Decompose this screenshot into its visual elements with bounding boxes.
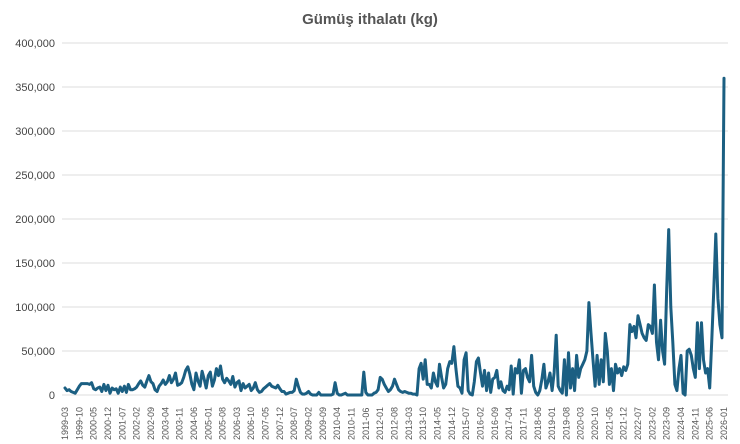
x-tick-label: 2010-11: [347, 408, 357, 440]
x-tick-label: 2014-05: [432, 407, 442, 440]
x-tick-label: 2000-05: [89, 407, 99, 440]
y-tick-label: 150,000: [15, 258, 55, 270]
x-tick-label: 2002-02: [132, 407, 142, 440]
x-tick-label: 2017-04: [504, 407, 514, 440]
x-tick-label: 1999-10: [74, 407, 84, 440]
x-tick-label: 2006-10: [246, 407, 256, 440]
x-tick-label: 2001-07: [117, 407, 127, 440]
x-tick-label: 2008-07: [289, 407, 299, 440]
x-tick-label: 2023-09: [662, 407, 672, 440]
x-tick-label: 2009-09: [318, 407, 328, 440]
x-tick-label: 2010-04: [332, 407, 342, 440]
y-tick-label: 300,000: [15, 126, 55, 138]
x-tick-label: 1999-03: [60, 407, 70, 440]
y-tick-label: 100,000: [15, 302, 55, 314]
x-tick-label: 2003-04: [160, 407, 170, 440]
y-tick-label: 400,000: [15, 38, 55, 50]
x-tick-label: 2016-09: [490, 407, 500, 440]
x-axis: 1999-03 1999-10 2000-05 2000-12 2001-07 2002-…: [60, 407, 729, 440]
chart-title: Gümüş ithalatı (kg): [302, 11, 438, 28]
x-tick-label: 2015-07: [461, 407, 471, 440]
y-tick-label: 200,000: [15, 214, 55, 226]
x-tick-label: 2024-11: [690, 408, 700, 440]
x-tick-label: 2009-02: [304, 407, 314, 440]
x-tick-label: 2019-01: [547, 407, 557, 440]
x-tick-label: 2005-01: [203, 407, 213, 440]
x-tick-label: 2000-12: [103, 407, 113, 440]
y-tick-label: 250,000: [15, 170, 55, 182]
x-tick-label: 2023-02: [647, 407, 657, 440]
x-tick-label: 2026-01: [719, 407, 729, 440]
y-tick-label: 0: [49, 390, 55, 402]
x-tick-label: 2021-05: [604, 407, 614, 440]
x-tick-label: 2025-06: [705, 407, 715, 440]
y-tick-label: 50,000: [21, 346, 55, 358]
y-tick-label: 350,000: [15, 82, 55, 94]
x-tick-label: 2003-11: [175, 408, 185, 440]
x-tick-label: 2017-11: [518, 408, 528, 440]
x-tick-label: 2007-12: [275, 407, 285, 440]
series-line: [63, 76, 726, 397]
x-tick-label: 2013-10: [418, 407, 428, 440]
x-tick-label: 2019-08: [561, 407, 571, 440]
x-tick-label: 2021-12: [619, 407, 629, 440]
x-tick-label: 2005-08: [218, 407, 228, 440]
x-tick-label: 2018-06: [533, 407, 543, 440]
x-tick-label: 2016-02: [475, 407, 485, 440]
x-tick-label: 2020-10: [590, 407, 600, 440]
x-tick-label: 2012-08: [390, 407, 400, 440]
x-tick-label: 2024-04: [676, 407, 686, 440]
x-tick-label: 2020-03: [576, 407, 586, 440]
x-tick-label: 2013-03: [404, 407, 414, 440]
x-tick-label: 2012-01: [375, 407, 385, 440]
series-line-group: [63, 76, 726, 397]
x-tick-label: 2004-06: [189, 407, 199, 440]
x-tick-label: 2011-06: [361, 408, 371, 440]
x-tick-label: 2007-05: [261, 407, 271, 440]
x-tick-label: 2006-03: [232, 407, 242, 440]
y-axis: 0 50,000 100,000 150,000 200,000 250,000 300,0…: [15, 38, 55, 402]
gridlines: [62, 42, 728, 396]
x-tick-label: 2014-12: [447, 407, 457, 440]
x-tick-label: 2002-09: [146, 407, 156, 440]
x-tick-label: 2022-07: [633, 407, 643, 440]
